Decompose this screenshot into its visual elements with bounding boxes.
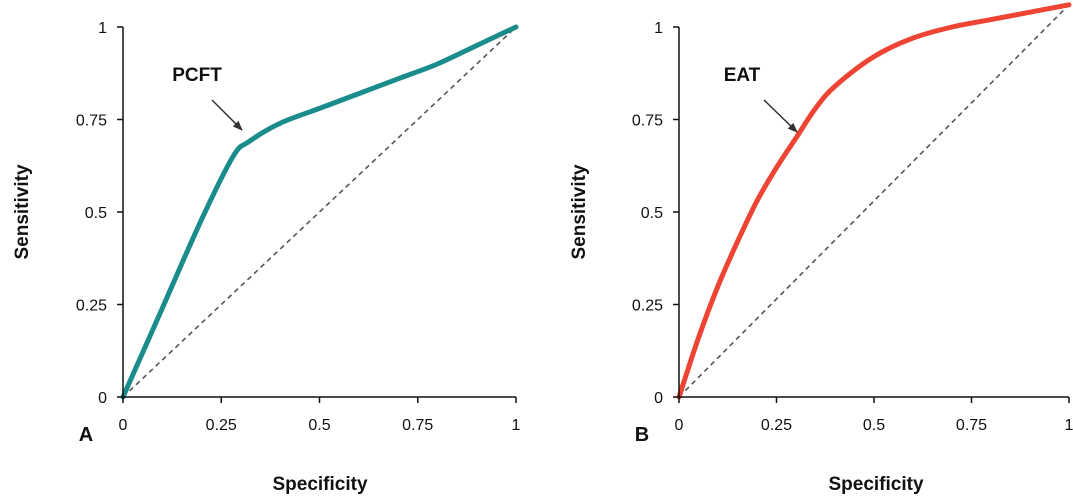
panel-b: 0 0.25 0.5 0.75 1 00.250.50.751 Specificity …: [569, 2, 1073, 495]
panel-a-curves: [120, 24, 519, 400]
panel-b-y-ticks: 0 0.25 0.5 0.75 1: [632, 20, 679, 407]
eat-roc-curve: [676, 2, 1072, 400]
panel-b-reference-diagonal: [678, 4, 1070, 398]
panel-a-y-tick-label: 0: [98, 390, 107, 407]
pcft-roc-curve: [120, 24, 519, 400]
panel-b-letter: B: [635, 424, 649, 446]
panel-a: 0 0.25 0.5 0.75 1 00.250.50.751 Specificity …: [12, 20, 521, 495]
eat-annotation-arrow: [763, 99, 798, 133]
pcft-annotation-arrow: [211, 99, 243, 131]
panel-b-y-tick-label: 0.25: [632, 298, 663, 315]
panel-a-x-tick-label: 0.5: [308, 417, 330, 434]
panel-a-x-tick-label: 1: [512, 417, 521, 434]
eat-curve-label: EAT: [724, 65, 761, 86]
panel-b-y-tick-label: 0.5: [641, 205, 663, 222]
panel-a-x-ticks: 0 0.25 0.5 0.75 1: [119, 397, 521, 434]
panel-a-x-tick-label: 0: [119, 417, 128, 434]
panel-a-y-tick-label: 0.5: [85, 205, 107, 222]
panel-b-y-tick-label: 0: [654, 390, 663, 407]
pcft-curve-label: PCFT: [172, 65, 222, 86]
panel-b-x-tick-label: 0.5: [863, 417, 885, 434]
panel-a-y-ticks: 0 0.25 0.5 0.75 1: [76, 20, 123, 407]
panel-b-x-tick-label: 0: [675, 417, 684, 434]
panel-b-x-tick-label: 0.25: [761, 417, 792, 434]
panel-b-curves: [676, 2, 1072, 400]
panel-a-x-tick-label: 0.25: [206, 417, 237, 434]
panel-b-y-tick-label: 1: [654, 20, 663, 37]
panel-b-x-tick-label: 0.75: [956, 417, 987, 434]
panel-a-x-axis-title: Specificity: [272, 474, 367, 495]
panel-b-y-tick-label: 0.75: [632, 113, 663, 130]
panel-a-x-tick-label: 0.75: [402, 417, 433, 434]
panel-a-y-tick-label: 0.75: [76, 113, 107, 130]
panel-b-x-ticks: 0 0.25 0.5 0.75 1: [675, 397, 1073, 434]
panel-a-letter: A: [79, 424, 93, 446]
panel-b-x-axis-title: Specificity: [828, 474, 923, 495]
panel-a-y-axis-title: Sensitivity: [12, 164, 33, 259]
panel-b-x-tick-label: 1: [1065, 417, 1073, 434]
panel-a-y-tick-label: 1: [98, 20, 107, 37]
panel-a-y-tick-label: 0.25: [76, 298, 107, 315]
panel-b-y-axis-title: Sensitivity: [569, 164, 590, 259]
